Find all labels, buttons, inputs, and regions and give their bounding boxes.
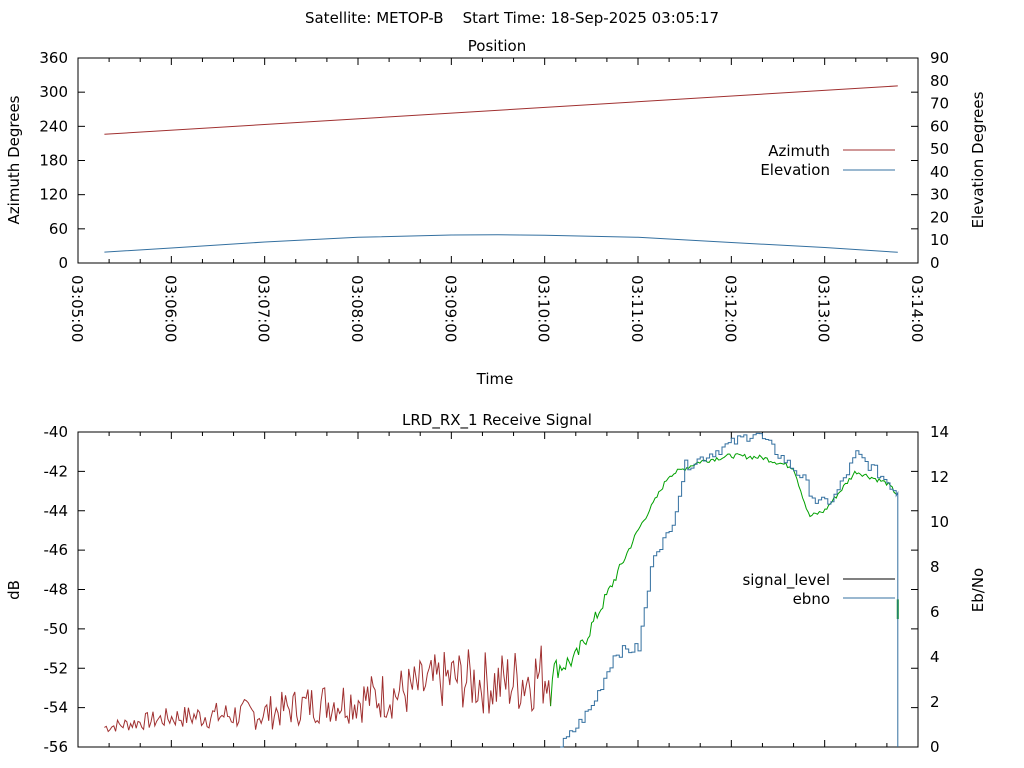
legend-signal-level-label: signal_level	[742, 571, 830, 590]
series-line-signal-level	[550, 453, 897, 707]
y-tick-label: -40	[44, 423, 69, 441]
y2-tick-label: 70	[930, 95, 949, 113]
signal-y-axis-label: dB	[5, 580, 23, 600]
signal-x-ticks	[77, 432, 919, 747]
y2-tick-label: 12	[930, 468, 949, 486]
receive-signal-chart: LRD_RX_1 Receive Signal dB Eb/No -56-54-…	[5, 411, 987, 756]
x-tick-label: 03:10:00	[535, 275, 553, 342]
y-tick-label: -44	[44, 502, 69, 520]
y2-tick-label: 30	[930, 186, 949, 204]
y-tick-label: -52	[44, 659, 69, 677]
position-legend: Azimuth Elevation	[760, 142, 895, 179]
y2-tick-label: 0	[930, 254, 940, 272]
y2-tick-label: 10	[930, 231, 949, 249]
page-title: Satellite: METOP-B Start Time: 18-Sep-20…	[305, 9, 719, 27]
x-tick-label: 03:13:00	[815, 275, 833, 342]
signal-series	[104, 432, 899, 748]
y2-tick-label: 10	[930, 513, 949, 531]
y-tick-label: 240	[39, 117, 68, 135]
y2-tick-label: 80	[930, 72, 949, 90]
y-tick-label: -46	[44, 541, 69, 559]
y-tick-label: 300	[39, 83, 68, 101]
x-tick-label: 03:11:00	[628, 275, 646, 342]
signal-y2-axis-label: Eb/No	[969, 568, 987, 612]
y-tick-label: 360	[39, 49, 68, 67]
y2-tick-label: 4	[930, 648, 940, 666]
signal-y-ticks: -56 -54 -52 -50 -48 -46 -44 -42 -40	[44, 423, 918, 756]
y2-tick-label: 2	[930, 693, 940, 711]
y-tick-label: -54	[44, 699, 69, 717]
series-line-ebno	[560, 432, 899, 748]
x-tick-label: 03:14:00	[908, 275, 926, 342]
y-tick-label: -42	[44, 462, 69, 480]
y2-tick-label: 0	[930, 738, 940, 756]
x-tick-label: 03:07:00	[255, 275, 273, 342]
signal-y2-ticks: 0 2 4 6 8 10 12 14	[930, 423, 949, 756]
y-tick-label: 180	[39, 152, 68, 170]
y2-tick-label: 60	[930, 117, 949, 135]
position-y2-ticks: 0 10 20 30 40 50 60 70 80 90	[930, 49, 949, 272]
y2-tick-label: 20	[930, 208, 949, 226]
legend-ebno-label: ebno	[793, 590, 830, 608]
legend-azimuth-label: Azimuth	[768, 142, 830, 160]
y-tick-label: -48	[44, 581, 69, 599]
signal-chart-title: LRD_RX_1 Receive Signal	[402, 411, 592, 430]
position-x-ticks: 03:05:00 03:06:00 03:07:00 03:08:00 03:09:00…	[68, 58, 926, 342]
x-tick-label: 03:12:00	[721, 275, 739, 342]
x-tick-label: 03:09:00	[441, 275, 459, 342]
position-chart: Position Azimuth Degrees Elevation Degre…	[5, 37, 987, 388]
position-chart-title: Position	[468, 37, 526, 55]
signal-legend: signal_level ebno	[742, 571, 895, 608]
y-tick-label: -56	[44, 738, 69, 756]
series-line-elevation	[104, 234, 898, 253]
y2-tick-label: 50	[930, 140, 949, 158]
x-tick-label: 03:05:00	[68, 275, 86, 342]
series-line-azimuth	[104, 85, 898, 135]
position-x-axis-label: Time	[476, 370, 514, 388]
y-tick-label: -50	[44, 620, 69, 638]
x-tick-label: 03:06:00	[161, 275, 179, 342]
x-tick-label: 03:08:00	[348, 275, 366, 342]
position-y2-axis-label: Elevation Degrees	[969, 91, 987, 228]
position-y-axis-label: Azimuth Degrees	[5, 95, 23, 224]
y2-tick-label: 6	[930, 603, 940, 621]
y2-tick-label: 40	[930, 163, 949, 181]
position-y-ticks: 0 60 120 180 240 300 360	[39, 49, 918, 272]
y-tick-label: 60	[49, 220, 68, 238]
position-series	[104, 85, 898, 253]
legend-elevation-label: Elevation	[760, 161, 830, 179]
y-tick-label: 120	[39, 186, 68, 204]
series-line-signal-level-low	[104, 645, 552, 733]
y2-tick-label: 8	[930, 558, 940, 576]
y2-tick-label: 90	[930, 49, 949, 67]
y2-tick-label: 14	[930, 423, 949, 441]
y-tick-label: 0	[58, 254, 68, 272]
